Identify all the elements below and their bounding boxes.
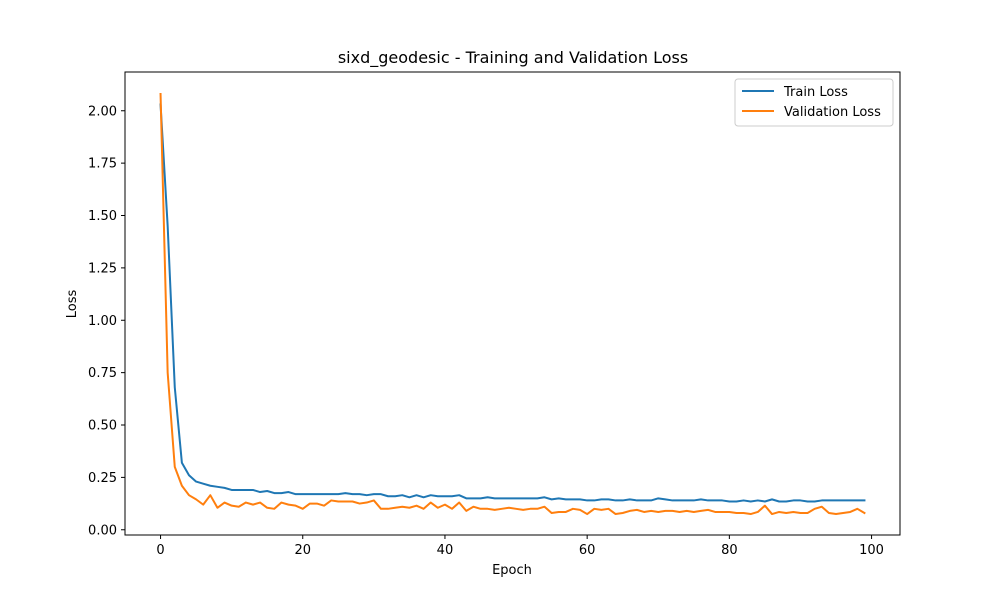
y-tick-label: 0.75 xyxy=(88,366,117,381)
ticks-layer: 0 20 40 60 80 100 0.00 0.25 0.50 0.75 1.00 1.25 1.50… xyxy=(88,104,884,558)
y-tick-label: 0.00 xyxy=(88,523,117,538)
plot-frame xyxy=(124,71,901,536)
chart-title: sixd_geodesic - Training and Validation … xyxy=(338,48,688,68)
y-tick-label: 0.50 xyxy=(88,419,117,434)
y-tick-label: 1.25 xyxy=(88,261,117,276)
x-tick-label: 60 xyxy=(579,543,596,558)
y-tick-label: 2.00 xyxy=(88,104,117,119)
x-axis-label: Epoch xyxy=(492,563,532,578)
legend: Train Loss Validation Loss xyxy=(734,78,894,127)
x-tick-label: 80 xyxy=(721,543,738,558)
legend-label-validation-loss: Validation Loss xyxy=(784,105,881,120)
series-line-train-loss xyxy=(159,103,866,503)
series-line-validation-loss xyxy=(159,92,866,516)
x-tick-label: 20 xyxy=(294,543,311,558)
y-tick-label: 1.00 xyxy=(88,314,117,329)
y-tick-label: 0.25 xyxy=(88,471,117,486)
y-tick-label: 1.75 xyxy=(88,157,117,172)
x-tick-label: 100 xyxy=(859,543,884,558)
series-layer xyxy=(159,92,866,516)
legend-box xyxy=(734,78,894,127)
x-tick-label: 0 xyxy=(156,543,164,558)
y-axis-label: Loss xyxy=(65,290,80,319)
y-tick-label: 1.50 xyxy=(88,209,117,224)
x-tick-label: 40 xyxy=(437,543,454,558)
legend-label-train-loss: Train Loss xyxy=(783,85,848,100)
